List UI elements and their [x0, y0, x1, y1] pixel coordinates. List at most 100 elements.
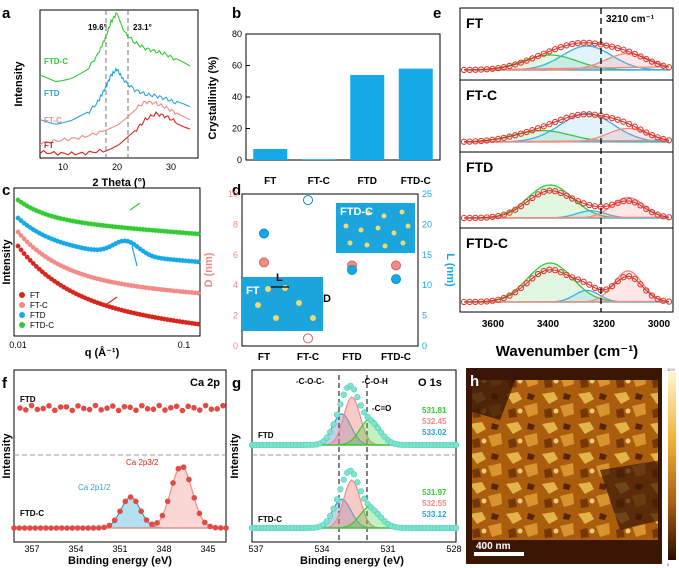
panel-d-xtick-ftd: FTD: [342, 352, 361, 363]
panel-a-series-ftd: [39, 66, 191, 125]
panel-c-series-ft-c: [15, 229, 201, 296]
panel-g-point: [330, 505, 337, 512]
panel-e-point: [563, 42, 570, 49]
panel-e-point: [591, 40, 599, 47]
panel-f-point: [144, 406, 151, 412]
panel-b-ytick-80: 80: [232, 29, 242, 39]
panel-e-point: [603, 42, 610, 49]
panel-e-point: [660, 62, 667, 69]
panel-b-xtick-ftd: FTD: [358, 176, 377, 187]
panel-f-point: [179, 407, 186, 414]
panel-g-point: [323, 434, 330, 441]
panel-f-point: [133, 498, 139, 505]
panel-a-series-ft: [39, 111, 191, 156]
panel-b-xtick-ft: FT: [264, 176, 276, 187]
panel-c-point: [15, 243, 21, 249]
afm-colorbar-bottom: 0: [667, 562, 670, 567]
panel-e-point: [648, 58, 656, 65]
panel-e-point: [654, 60, 661, 68]
afm-shadow-1: [466, 368, 520, 420]
panel-f-point: [191, 404, 197, 411]
panel-f-peak-2: Ca 2p3/2: [126, 458, 159, 467]
panel-d-inset-ft: [241, 277, 323, 331]
panel-f-point: [98, 406, 104, 413]
panel-g-point: [323, 518, 330, 525]
panel-e-point: [495, 296, 502, 303]
panel-g-point: [374, 510, 381, 518]
panel-e-point: [506, 209, 513, 216]
panel-e-point: [506, 62, 513, 70]
panel-f-point: [53, 525, 60, 531]
panel-f-point: [111, 517, 118, 524]
panel-g-letter: g: [232, 375, 241, 392]
panel-e-point: [660, 297, 667, 304]
panel-f-point: [191, 495, 197, 501]
panel-e-point: [643, 287, 650, 294]
panel-g-point: [350, 386, 358, 393]
panel-e-point: [569, 274, 576, 281]
panel-f-point: [185, 403, 191, 410]
panel-e-point: [489, 65, 496, 72]
panel-b-xtick-ft-c: FT-C: [308, 176, 330, 187]
panel-e-point: [654, 211, 661, 218]
panel-e-point: [620, 118, 627, 125]
panel-f-ylabel: Intensity: [1, 433, 13, 479]
panel-e-point: [580, 200, 587, 207]
panel-c-point: [195, 290, 201, 296]
panel-c-legend-label-ft-c: FT-C: [30, 301, 48, 310]
panel-c-legend-label-ft: FT: [30, 291, 40, 300]
panel-e-point: [500, 211, 508, 218]
panel-e-point: [654, 134, 661, 141]
panel-d-xtick-ftd-c: FTD-C: [381, 352, 411, 363]
panel-g-point: [333, 411, 341, 418]
panel-e-point: [637, 281, 644, 288]
panel-a-series-ft-c: [39, 100, 191, 146]
panel-d-frame: [241, 193, 419, 347]
panel-g: g O 1s -C-O-C- -C-O-H -C=O FTD FTD-C 531…: [229, 369, 462, 567]
panel-f-point: [27, 525, 33, 531]
panel-f-point: [186, 476, 192, 483]
panel-e-point: [614, 199, 621, 206]
panel-e-frame: [459, 7, 674, 313]
panel-e-point: [483, 298, 490, 305]
panel-f-xtick-351: 351: [112, 544, 127, 554]
panel-g-point: [330, 421, 337, 428]
panel-d-yleft-tick-8: 8: [233, 219, 238, 229]
panel-c-point: [33, 263, 39, 269]
panel-e-point: [614, 44, 621, 52]
panel-b-bar-ft-c: [301, 159, 336, 160]
panel-f-point: [159, 512, 166, 519]
panel-c-arrow-ftd-c: [129, 202, 141, 211]
panel-c-series-ftd-c: [15, 197, 201, 237]
panel-f-title: Ca 2p: [190, 377, 220, 389]
panel-f-xtick-354: 354: [68, 544, 83, 554]
panel-g-ftdc-peak-3: 533.12: [422, 510, 447, 519]
panel-c-legend-marker-ft-c: [19, 302, 25, 308]
panel-c-point: [15, 229, 21, 235]
panel-e-point: [586, 39, 593, 47]
panel-e-point: [643, 129, 650, 136]
panel-c-xlabel: q (Å⁻¹): [85, 346, 120, 359]
panel-e-point: [608, 114, 616, 122]
panel-e-point: [603, 203, 610, 210]
panel-a-series-ftd-c: [39, 12, 191, 83]
panel-e-point: [608, 282, 616, 290]
panel-d-point-d-ft: [259, 257, 269, 268]
panel-c-point: [18, 233, 24, 238]
panel-f-xlabel: Binding energy (eV): [68, 555, 172, 567]
panel-g-point: [452, 441, 460, 449]
panel-e-point: [637, 53, 644, 60]
panel-e-point: [563, 271, 570, 278]
panel-f-point: [28, 402, 35, 409]
panel-f-point: [208, 406, 215, 413]
panel-d-yright-tick-20: 20: [422, 219, 432, 229]
panel-f-point: [43, 525, 49, 531]
panel-e-point: [534, 125, 542, 132]
panel-e-point: [665, 214, 673, 221]
panel-e-label-ftd: FTD: [466, 159, 493, 175]
panel-e-point: [586, 281, 593, 288]
panel-c-legend-label-ftd: FTD: [30, 311, 46, 320]
panel-e-point: [625, 273, 633, 280]
afm-scale-bar: [474, 552, 524, 556]
